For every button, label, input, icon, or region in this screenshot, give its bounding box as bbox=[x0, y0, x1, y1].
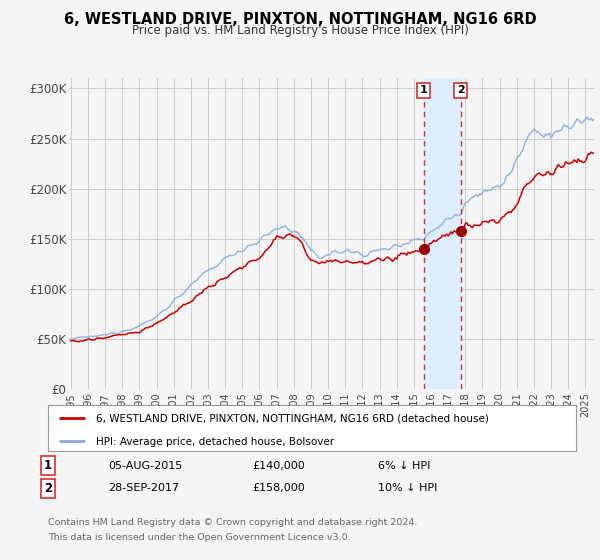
Text: 2: 2 bbox=[44, 482, 52, 495]
Text: £140,000: £140,000 bbox=[252, 461, 305, 471]
Text: 1: 1 bbox=[44, 459, 52, 473]
Text: 6, WESTLAND DRIVE, PINXTON, NOTTINGHAM, NG16 6RD (detached house): 6, WESTLAND DRIVE, PINXTON, NOTTINGHAM, … bbox=[95, 414, 488, 424]
Text: 1: 1 bbox=[420, 86, 428, 95]
Text: 6% ↓ HPI: 6% ↓ HPI bbox=[378, 461, 430, 471]
Text: 28-SEP-2017: 28-SEP-2017 bbox=[108, 483, 179, 493]
Text: HPI: Average price, detached house, Bolsover: HPI: Average price, detached house, Bols… bbox=[95, 437, 334, 447]
Text: 2: 2 bbox=[457, 86, 464, 95]
Text: Contains HM Land Registry data © Crown copyright and database right 2024.: Contains HM Land Registry data © Crown c… bbox=[48, 518, 418, 527]
Bar bbox=[424, 78, 461, 389]
Text: 05-AUG-2015: 05-AUG-2015 bbox=[108, 461, 182, 471]
Text: Price paid vs. HM Land Registry's House Price Index (HPI): Price paid vs. HM Land Registry's House … bbox=[131, 24, 469, 36]
Text: This data is licensed under the Open Government Licence v3.0.: This data is licensed under the Open Gov… bbox=[48, 533, 350, 542]
Text: £158,000: £158,000 bbox=[252, 483, 305, 493]
Text: 10% ↓ HPI: 10% ↓ HPI bbox=[378, 483, 437, 493]
Text: 6, WESTLAND DRIVE, PINXTON, NOTTINGHAM, NG16 6RD: 6, WESTLAND DRIVE, PINXTON, NOTTINGHAM, … bbox=[64, 12, 536, 27]
